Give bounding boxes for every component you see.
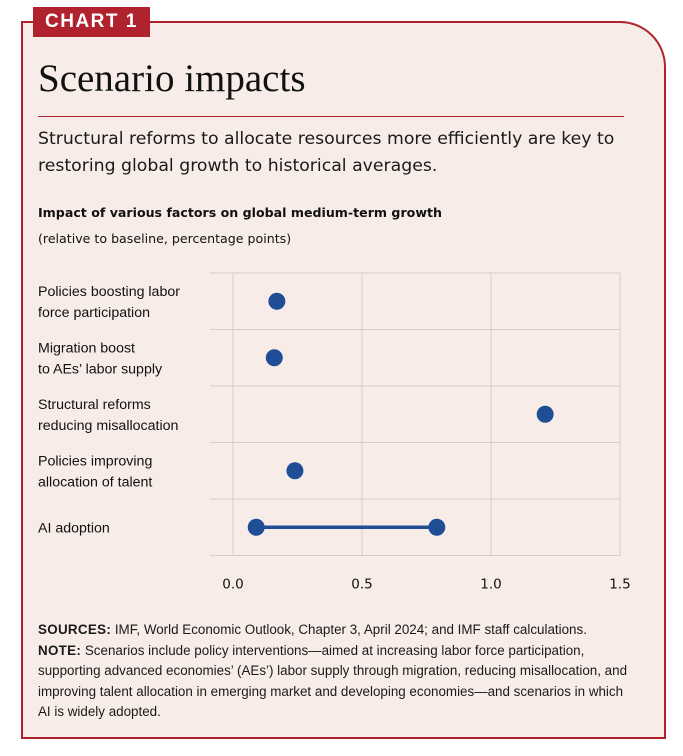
- range-max-dot: [428, 518, 446, 536]
- category-label: Policies improving: [38, 453, 152, 469]
- data-point: [265, 349, 283, 367]
- chart-title: Impact of various factors on global medi…: [38, 205, 442, 220]
- chart-card: [21, 21, 666, 739]
- chart-deck: Structural reforms to allocate resources…: [38, 129, 615, 176]
- note-label: NOTE:: [38, 642, 82, 658]
- data-point: [286, 462, 304, 480]
- note-line: NOTE: Scenarios include policy intervent…: [38, 641, 638, 723]
- x-tick-label: 0.5: [351, 577, 372, 593]
- data-point: [536, 405, 554, 423]
- note-text: Scenarios include policy interventions—a…: [38, 642, 628, 720]
- range-min-dot: [247, 518, 265, 536]
- title-divider: [38, 116, 624, 117]
- chart-notes: SOURCES: IMF, World Economic Outlook, Ch…: [38, 620, 638, 723]
- x-tick-label: 0.0: [222, 577, 243, 593]
- chart-number-tag: CHART 1: [33, 7, 150, 37]
- chart-heading: Scenario impacts: [38, 57, 306, 100]
- category-label: Policies boosting labor: [38, 284, 180, 300]
- x-tick-label: 1.0: [480, 577, 501, 593]
- x-tick-label: 1.5: [609, 577, 630, 593]
- sources-label: SOURCES:: [38, 622, 112, 637]
- chart-units: (relative to baseline, percentage points…: [38, 231, 292, 246]
- data-point: [268, 292, 286, 310]
- category-label: to AEs’ labor supply: [38, 361, 163, 377]
- category-label: Migration boost: [38, 340, 135, 356]
- category-label: AI adoption: [38, 520, 110, 536]
- category-label: Structural reforms: [38, 397, 151, 413]
- category-label: allocation of talent: [38, 474, 152, 490]
- sources-text: IMF, World Economic Outlook, Chapter 3, …: [111, 622, 587, 637]
- category-label: reducing misallocation: [38, 418, 178, 434]
- category-label: force participation: [38, 305, 150, 321]
- sources-line: SOURCES: IMF, World Economic Outlook, Ch…: [38, 620, 638, 641]
